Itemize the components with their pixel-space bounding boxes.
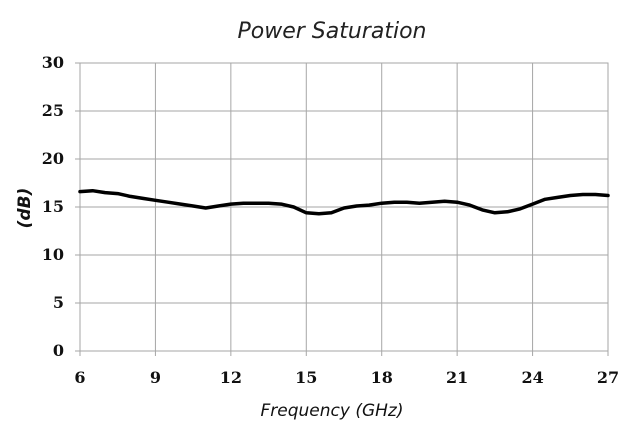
x-tick-label: 6 <box>74 368 85 387</box>
x-tick-label: 15 <box>295 368 317 387</box>
y-tick-label: 20 <box>42 149 64 168</box>
y-tick-label: 25 <box>42 101 64 120</box>
y-tick-label: 0 <box>53 341 64 360</box>
series-line <box>78 188 610 216</box>
plot-area-border <box>79 62 609 352</box>
y-tick-label: 10 <box>42 245 64 264</box>
x-tick-label: 24 <box>521 368 543 387</box>
x-tick-labels: 6 9 12 15 18 21 24 27 <box>74 368 619 387</box>
grid-lines <box>75 62 609 356</box>
y-tick-labels: 0 5 10 15 20 25 30 <box>42 53 64 360</box>
x-tick-label: 18 <box>371 368 393 387</box>
x-tick-label: 27 <box>597 368 619 387</box>
x-tick-label: 21 <box>446 368 468 387</box>
y-axis-label: (dB) <box>15 188 35 229</box>
chart-title: Power Saturation <box>238 19 427 44</box>
y-tick-label: 30 <box>42 53 64 72</box>
x-axis-label: Frequency (GHz) <box>261 401 404 421</box>
y-tick-label: 15 <box>42 197 64 216</box>
y-tick-label: 5 <box>53 293 64 312</box>
x-tick-label: 9 <box>150 368 161 387</box>
x-tick-label: 12 <box>220 368 242 387</box>
